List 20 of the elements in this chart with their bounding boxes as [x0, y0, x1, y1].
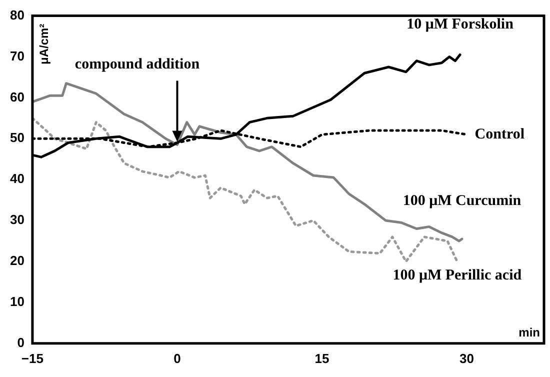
series-label: 100 μM Curcumin: [402, 192, 522, 209]
x-tick-label: 15: [314, 350, 330, 366]
series-label: 100 μM Perillic acid: [392, 267, 522, 284]
y-axis-title: μA/cm²: [36, 24, 51, 64]
series-label: Control: [474, 126, 525, 142]
y-tick-label: 40: [10, 171, 24, 186]
annotation: compound addition: [74, 56, 200, 73]
y-tick-label: 50: [10, 130, 24, 146]
y-tick-label: 20: [10, 253, 24, 268]
y-tick-label: 0: [17, 334, 24, 350]
y-tick-label: 10: [10, 294, 24, 310]
x-tick-label: 30: [460, 350, 474, 366]
x-axis-title: min: [518, 326, 540, 340]
y-tick-label: 80: [10, 7, 24, 22]
y-tick-label: 70: [10, 48, 24, 64]
x-tick-label: −15: [21, 350, 44, 366]
x-tick-label: 0: [174, 350, 181, 366]
series-label: 10 μM Forskolin: [406, 16, 514, 33]
y-tick-label: 30: [10, 212, 24, 228]
y-tick-label: 60: [10, 89, 24, 104]
